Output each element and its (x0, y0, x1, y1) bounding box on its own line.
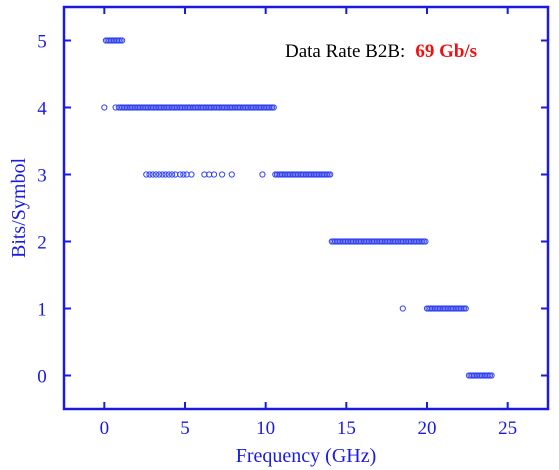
y-tick-label: 3 (37, 166, 47, 187)
data-point (149, 171, 156, 178)
data-point (156, 171, 163, 178)
data-point (422, 238, 429, 245)
x-tick-label: 10 (256, 418, 275, 439)
data-point (143, 171, 150, 178)
data-point (146, 171, 153, 178)
data-point (162, 171, 169, 178)
data-point (210, 171, 218, 178)
data-point (327, 171, 334, 178)
data-point (152, 171, 160, 178)
x-tick-label: 15 (337, 418, 356, 439)
y-tick-label: 2 (37, 233, 47, 254)
data-point (399, 305, 406, 312)
data-point (101, 104, 108, 111)
x-tick-label: 5 (180, 418, 190, 439)
data-point (177, 171, 184, 178)
data-point (228, 171, 235, 178)
tick-labels: 0 5 10 15 20 25 0 1 2 3 4 5 (37, 32, 517, 440)
data-rate-annotation: Data Rate B2B: 69 Gb/s (285, 41, 477, 62)
x-tick-label: 0 (100, 418, 110, 439)
y-tick-label: 1 (37, 300, 47, 321)
annotation-value: 69 Gb/s (415, 41, 477, 62)
data-point (118, 37, 126, 44)
y-tick-label: 5 (37, 32, 47, 53)
data-point (488, 372, 495, 379)
data-point (159, 171, 166, 178)
data-point (180, 171, 187, 178)
data-point (188, 171, 195, 178)
x-tick-label: 20 (418, 418, 437, 439)
y-axis-title: Bits/Symbol (8, 158, 30, 258)
plot-frame (62, 5, 550, 411)
data-point (270, 104, 277, 111)
data-point (462, 305, 469, 312)
y-tick-label: 0 (37, 367, 47, 388)
x-tick-label: 25 (498, 418, 517, 439)
annotation-label: Data Rate B2B: (285, 41, 405, 62)
data-point (219, 171, 226, 178)
x-axis-title: Frequency (GHz) (236, 445, 377, 467)
data-point (165, 171, 172, 178)
data-point (168, 171, 176, 178)
data-point (259, 171, 266, 178)
data-point (112, 104, 119, 111)
data-markers (101, 37, 495, 379)
axis-ticks (64, 7, 548, 409)
y-tick-label: 4 (37, 99, 47, 120)
